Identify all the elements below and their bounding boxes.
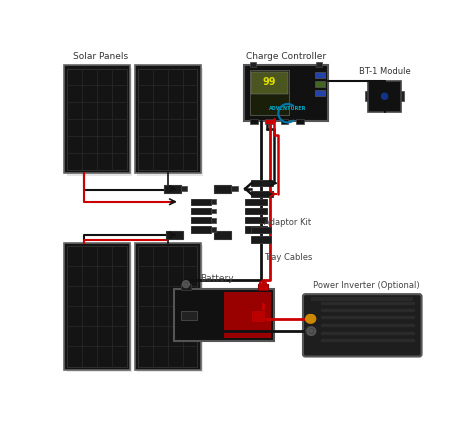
Bar	[67, 246, 127, 366]
Bar	[251, 180, 273, 186]
Bar	[191, 208, 210, 214]
Bar	[191, 226, 210, 233]
Bar	[251, 191, 273, 197]
Bar	[251, 237, 271, 243]
Text: Solar Panels: Solar Panels	[73, 52, 128, 61]
Text: Battery: Battery	[200, 273, 234, 283]
Bar	[251, 227, 271, 233]
Bar	[250, 120, 257, 124]
Bar	[231, 186, 237, 191]
Bar	[191, 217, 210, 223]
Circle shape	[310, 317, 313, 320]
Bar	[265, 120, 273, 124]
Bar	[245, 199, 267, 205]
Bar	[181, 311, 198, 320]
Bar	[316, 62, 322, 67]
Bar	[245, 226, 267, 233]
Circle shape	[262, 283, 264, 286]
Bar	[191, 199, 210, 205]
Bar	[64, 65, 130, 173]
Bar	[214, 185, 231, 193]
Bar	[315, 81, 325, 87]
Bar	[250, 70, 289, 115]
Text: 99: 99	[262, 77, 276, 87]
Bar	[182, 186, 188, 191]
Bar	[245, 217, 267, 223]
Text: BT-1 Module: BT-1 Module	[359, 67, 410, 76]
Bar	[296, 120, 304, 124]
Bar	[214, 231, 231, 239]
Bar	[135, 65, 201, 173]
Bar	[137, 68, 203, 175]
Circle shape	[306, 315, 314, 323]
Bar	[400, 91, 404, 101]
Bar	[137, 245, 203, 372]
Bar	[210, 209, 216, 213]
Bar	[181, 284, 191, 290]
Circle shape	[310, 329, 313, 333]
Bar	[166, 231, 183, 239]
Bar	[365, 91, 369, 101]
Circle shape	[382, 93, 388, 99]
Circle shape	[306, 327, 314, 335]
Bar	[210, 227, 216, 232]
Bar	[257, 284, 268, 290]
Bar	[311, 297, 413, 301]
Text: Charge Controller: Charge Controller	[246, 52, 326, 61]
Text: Power Inverter (Optional): Power Inverter (Optional)	[313, 281, 419, 290]
Text: ADVENTURER: ADVENTURER	[269, 106, 306, 111]
Bar	[315, 90, 325, 96]
FancyBboxPatch shape	[303, 294, 421, 356]
Bar	[64, 243, 130, 370]
Bar	[250, 62, 256, 67]
Bar	[225, 292, 272, 338]
Bar	[174, 289, 274, 341]
Bar	[67, 68, 127, 170]
Bar	[210, 218, 216, 223]
Bar	[251, 310, 265, 322]
Bar	[210, 200, 216, 204]
Bar	[245, 208, 267, 214]
Bar	[138, 68, 198, 170]
Bar	[244, 65, 328, 121]
Bar	[368, 81, 401, 112]
Bar	[281, 120, 288, 124]
Bar	[138, 246, 198, 366]
Bar	[251, 72, 288, 94]
Text: Tray Cables: Tray Cables	[264, 253, 313, 262]
Bar	[66, 245, 132, 372]
Bar	[164, 185, 182, 193]
Bar	[315, 72, 325, 78]
Circle shape	[185, 283, 187, 286]
Bar	[66, 68, 132, 175]
Bar	[135, 243, 201, 370]
Text: Adaptor Kit: Adaptor Kit	[264, 218, 311, 227]
